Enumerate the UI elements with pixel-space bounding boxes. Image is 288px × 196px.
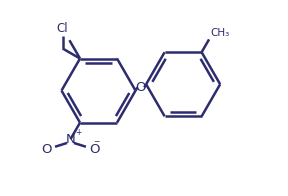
Text: −: − <box>93 137 99 146</box>
Text: O: O <box>90 143 100 156</box>
Text: O: O <box>136 81 146 94</box>
Text: +: + <box>75 128 81 137</box>
Text: O: O <box>41 143 52 156</box>
Text: Cl: Cl <box>57 22 69 35</box>
Text: N: N <box>66 133 75 146</box>
Text: CH₃: CH₃ <box>210 28 229 38</box>
